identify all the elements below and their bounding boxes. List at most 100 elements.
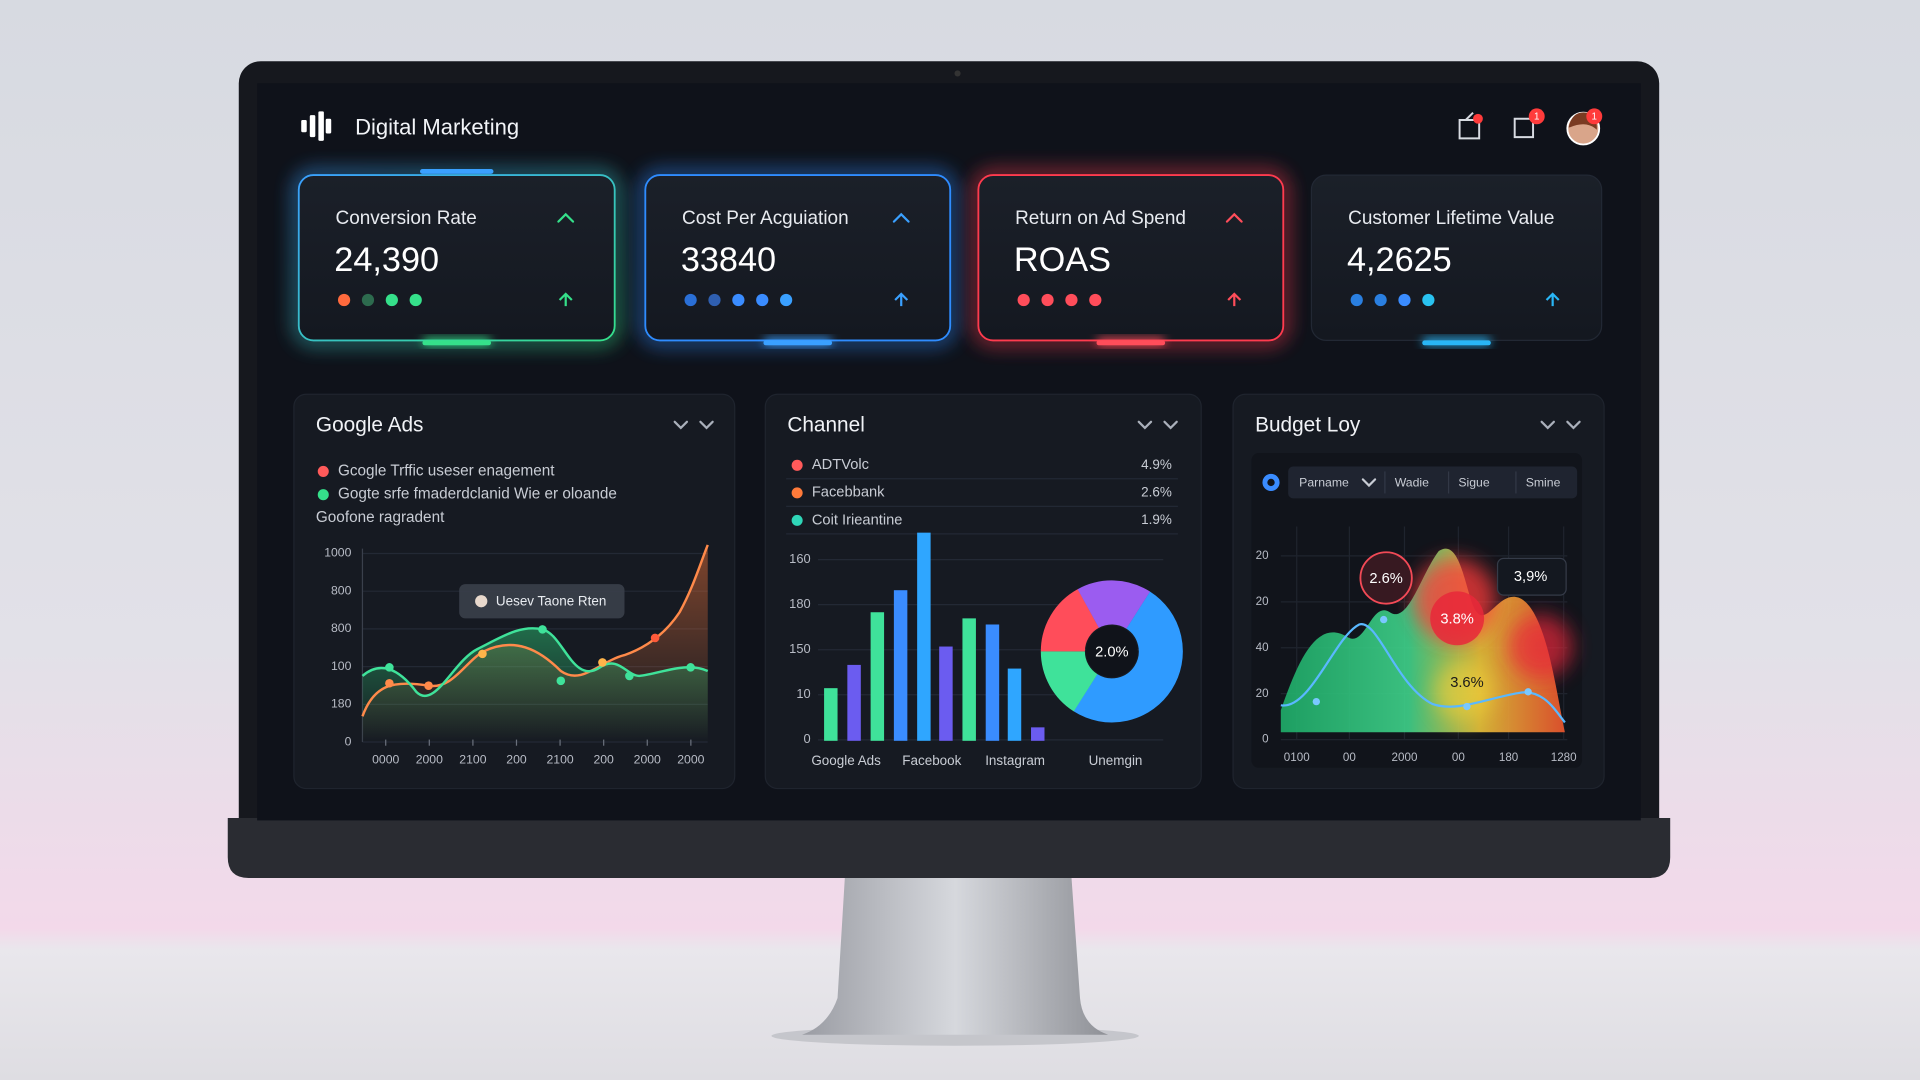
kpi-dot [1089, 293, 1102, 307]
row-name: Facebbank [812, 485, 885, 501]
logo-bar [301, 120, 307, 133]
y-axis-label: 150 [789, 641, 810, 656]
panel: Channel ADTVolc 4.9% Facebbank 2.6% Coit Irie… [764, 393, 1202, 790]
tab[interactable]: Wadie [1395, 475, 1429, 489]
tooltip-dot [475, 595, 488, 608]
donut-hole [1086, 625, 1138, 678]
kpi-value: 24,390 [334, 241, 439, 279]
badge [1586, 108, 1603, 125]
kpi-dot [1422, 293, 1435, 307]
callout: 2.6% [1369, 571, 1402, 587]
callout: 3.6% [1450, 675, 1483, 691]
camera [954, 70, 961, 77]
message-icon[interactable] [1513, 117, 1535, 139]
bar [939, 646, 953, 741]
donut-label: 2.0% [1095, 645, 1128, 661]
chevron-down[interactable] [1137, 420, 1153, 430]
tab-icon-inner [1267, 478, 1275, 487]
kpi-dot [337, 293, 351, 307]
share-icon[interactable] [1458, 111, 1481, 140]
callout: 3.8% [1440, 611, 1473, 627]
y-axis-label: 160 [789, 551, 810, 566]
kpi-value: ROAS [1014, 241, 1111, 279]
x-axis-label: 2000 [634, 753, 661, 767]
kpi-label: Return on Ad Spend [1015, 208, 1186, 229]
chevron-down[interactable] [1566, 420, 1581, 430]
kpi-card: Cost Per Acguiation 33840 [641, 171, 954, 346]
card-bottom-bar [1096, 340, 1166, 346]
x-axis-label: 2100 [546, 753, 573, 767]
legend-dot [317, 489, 329, 501]
badge-dot [1473, 113, 1483, 124]
bar [1007, 668, 1022, 741]
kpi-dot [409, 293, 422, 307]
tab[interactable]: Smine [1526, 475, 1561, 489]
kpi-dot [732, 293, 745, 307]
chevron-up[interactable] [557, 212, 575, 223]
trend-arrow [1227, 292, 1242, 307]
legend-dot [317, 465, 329, 477]
card-bottom-bar [763, 340, 833, 346]
row-name: ADTVolc [812, 457, 869, 473]
trend-arrow [894, 292, 909, 307]
line-point [625, 671, 634, 681]
kpi-dot [1065, 293, 1078, 307]
chevron-up[interactable] [892, 212, 910, 223]
badge-count: 1 [1534, 112, 1539, 123]
logo-bar [309, 115, 316, 138]
row-dot [791, 459, 803, 471]
x-axis-label: 2000 [677, 753, 704, 767]
tab[interactable]: Parname [1299, 475, 1349, 489]
area-fill [362, 628, 708, 743]
callout: 3,9% [1514, 569, 1547, 585]
bar [962, 618, 976, 741]
bar [917, 532, 931, 741]
x-axis-label: Facebook [902, 753, 961, 768]
kpi-card: Customer Lifetime Value 4,2625 [1310, 174, 1603, 346]
kpi-card: Return on Ad Spend ROAS [974, 171, 1287, 346]
x-axis-label: 180 [1499, 751, 1519, 764]
dashboard: Digital Marketing 1 1 Conversion Rate 24,390… [293, 108, 1605, 790]
x-axis-label: 2000 [1392, 751, 1418, 764]
bar [870, 612, 885, 741]
chevron-down[interactable] [673, 420, 689, 430]
chevron-down[interactable] [699, 420, 714, 430]
x-axis-label: 1280 [1551, 751, 1577, 764]
kpi-dot [361, 293, 375, 307]
chevron-down[interactable] [1163, 420, 1178, 430]
panel-title: Budget Loy [1255, 414, 1361, 437]
kpi-dot [1017, 293, 1030, 307]
panel: Budget Loy Parname Wadie Sigue Smine 20 20 40 20… [1232, 393, 1605, 790]
line-point [686, 663, 695, 672]
chevron-up[interactable] [1225, 212, 1243, 223]
y-axis-label: 180 [331, 697, 352, 711]
row-name: Coit Irieantine [812, 512, 903, 528]
x-axis-label: 0000 [372, 753, 399, 767]
card-bottom-bar [422, 340, 492, 346]
tab[interactable]: Sigue [1458, 475, 1489, 489]
badge-count: 1 [1592, 112, 1597, 123]
trend-arrow [1545, 292, 1560, 307]
y-axis-label: 20 [1256, 549, 1269, 562]
trend-arrow [558, 292, 573, 307]
monitor-chin [227, 817, 1671, 878]
x-axis-label: 00 [1343, 751, 1356, 764]
line-point [1463, 702, 1471, 711]
x-axis-label: Unemgin [1089, 753, 1143, 768]
y-axis-label: 40 [1256, 641, 1269, 654]
bar [847, 664, 861, 741]
bar [985, 624, 1000, 741]
chevron-down[interactable] [1540, 420, 1555, 430]
line-point [1524, 688, 1532, 696]
chevron-down[interactable] [1361, 478, 1377, 488]
x-axis-label: 2100 [459, 753, 486, 767]
tab-bar [1288, 466, 1578, 499]
line-point [1380, 615, 1388, 624]
kpi-dot [1041, 293, 1054, 307]
x-axis-label: 200 [506, 753, 527, 767]
header: Digital Marketing 1 1 [301, 108, 1603, 146]
y-axis-label: 180 [789, 596, 810, 611]
card-bottom-bar [1422, 340, 1491, 346]
